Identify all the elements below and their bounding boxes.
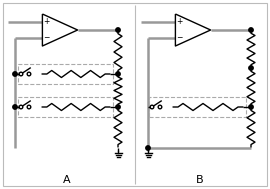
Circle shape — [249, 105, 253, 109]
Circle shape — [27, 72, 31, 76]
Circle shape — [19, 105, 23, 109]
Text: −: − — [176, 33, 183, 43]
Circle shape — [116, 72, 120, 76]
Circle shape — [249, 28, 253, 32]
Bar — [149, 97, 246, 117]
Circle shape — [27, 105, 31, 109]
Bar — [18, 64, 113, 84]
Text: +: + — [176, 18, 183, 26]
Circle shape — [116, 105, 120, 109]
Circle shape — [146, 146, 150, 150]
Circle shape — [249, 66, 253, 70]
Circle shape — [13, 72, 17, 76]
Text: A: A — [63, 175, 71, 185]
Circle shape — [13, 105, 17, 109]
Circle shape — [116, 28, 120, 32]
Circle shape — [158, 105, 162, 109]
Text: B: B — [196, 175, 204, 185]
Bar — [18, 97, 113, 117]
Text: +: + — [43, 18, 50, 26]
Circle shape — [19, 72, 23, 76]
Circle shape — [150, 105, 154, 109]
Text: −: − — [43, 33, 50, 43]
